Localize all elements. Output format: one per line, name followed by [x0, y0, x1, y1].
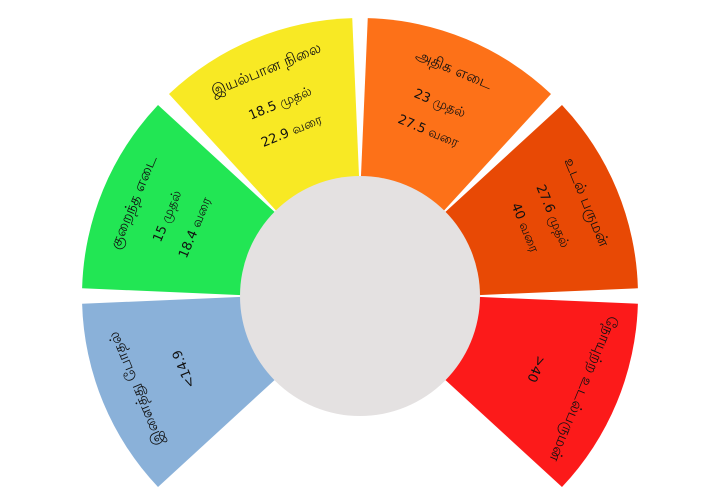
center-circle: [240, 176, 480, 416]
